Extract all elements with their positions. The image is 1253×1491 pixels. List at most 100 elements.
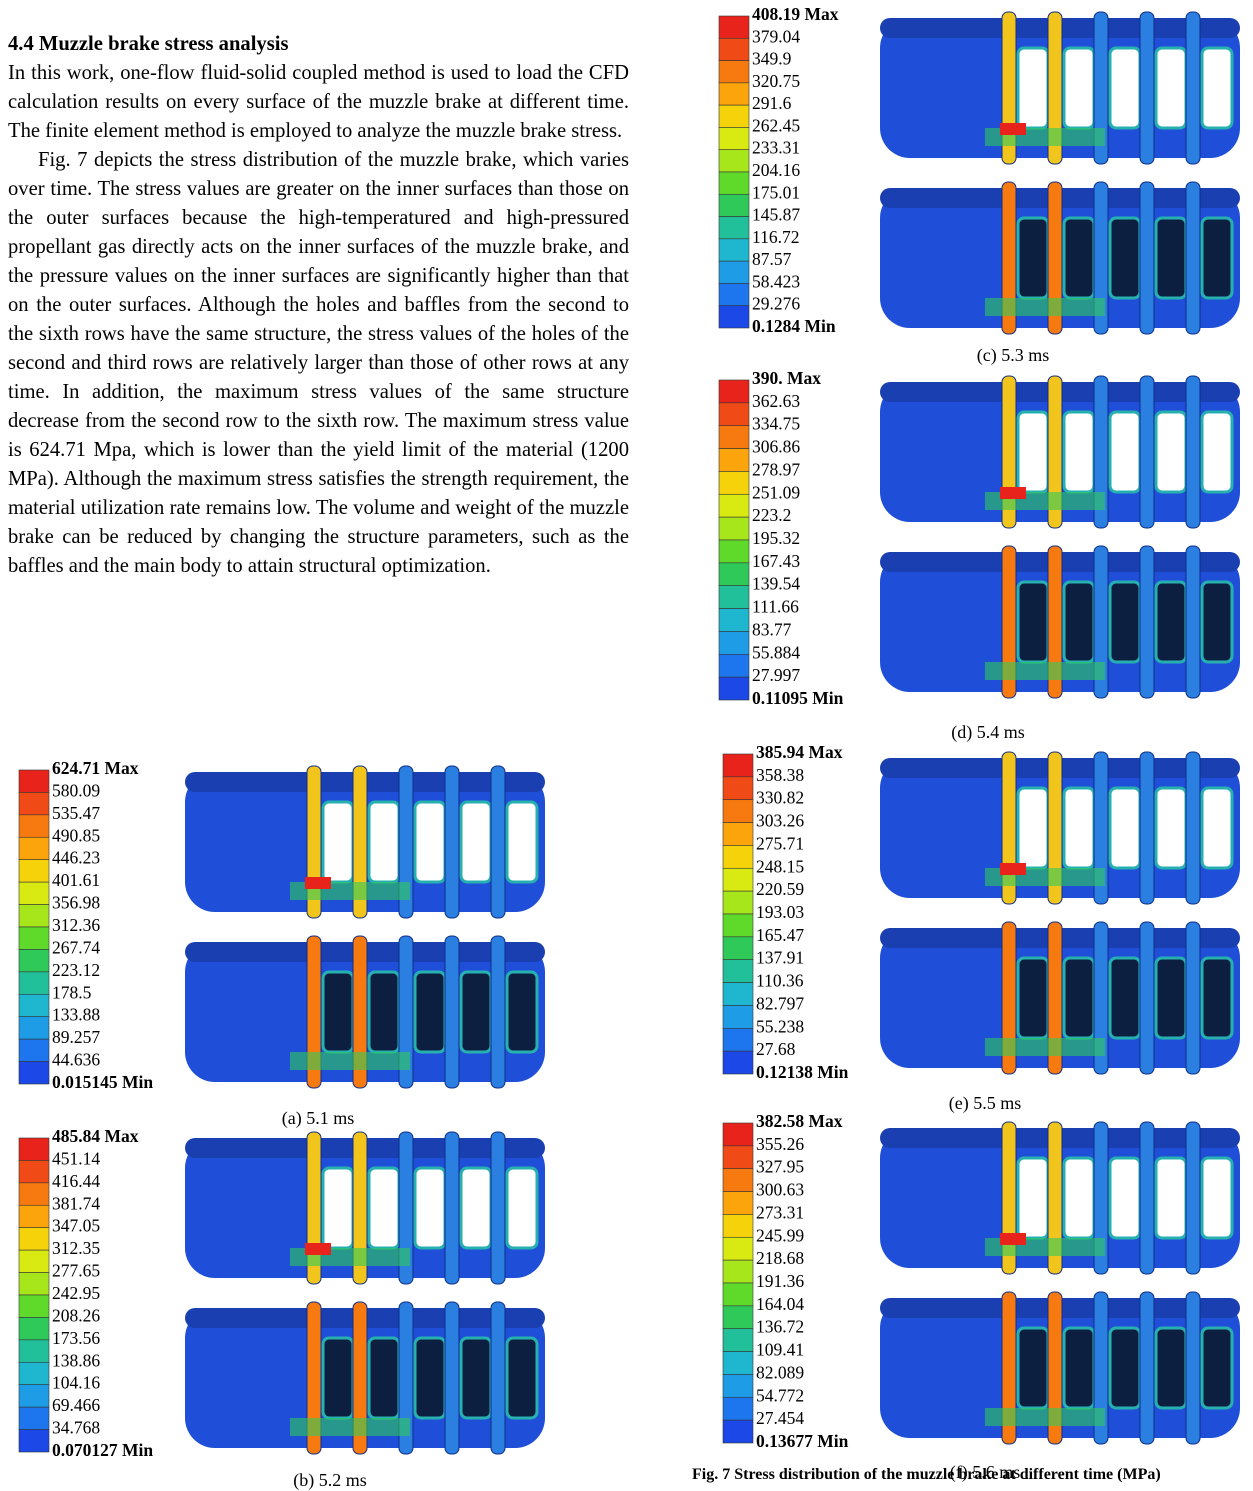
hole xyxy=(415,802,445,882)
hole xyxy=(1018,1158,1048,1238)
hole xyxy=(1202,412,1232,492)
legend-label: 0.13677 Min xyxy=(756,1431,849,1451)
legend-label: 303.26 xyxy=(756,811,804,831)
color-band xyxy=(19,1430,49,1452)
legend-label: 358.38 xyxy=(756,765,804,785)
legend-label: 87.57 xyxy=(752,249,792,269)
legend-label: 195.32 xyxy=(752,528,800,548)
color-band xyxy=(723,983,753,1006)
legend-label: 137.91 xyxy=(756,948,804,968)
legend-label: 116.72 xyxy=(752,227,799,247)
legend-label: 0.015145 Min xyxy=(52,1072,153,1092)
legend-label: 223.12 xyxy=(52,960,100,980)
legend-label: 0.12138 Min xyxy=(756,1062,849,1082)
legend-label: 136.72 xyxy=(756,1317,804,1337)
legend-label: 69.466 xyxy=(52,1395,100,1415)
legend-label: 251.09 xyxy=(752,482,800,502)
legend-label: 312.36 xyxy=(52,915,100,935)
color-band xyxy=(723,1237,753,1260)
color-band xyxy=(723,1260,753,1283)
hole xyxy=(461,1338,491,1418)
baffle xyxy=(1186,376,1200,528)
color-band xyxy=(19,1273,49,1295)
text-column: 4.4 Muzzle brake stress analysis In this… xyxy=(8,30,629,581)
hole xyxy=(323,802,353,882)
color-band xyxy=(719,105,749,127)
legend-label: 208.26 xyxy=(52,1305,100,1325)
hole xyxy=(1064,412,1094,492)
hole xyxy=(1018,582,1048,662)
color-band xyxy=(723,868,753,891)
color-band xyxy=(19,815,49,837)
color-band xyxy=(719,631,749,654)
legend-label: 362.63 xyxy=(752,391,800,411)
stress-zone xyxy=(290,1418,410,1436)
legend-label: 446.23 xyxy=(52,848,100,868)
hole xyxy=(1202,218,1232,298)
hole xyxy=(369,802,399,882)
legend-label: 485.84 Max xyxy=(52,1128,139,1146)
legend-label: 0.1284 Min xyxy=(752,316,836,336)
muzzle-view xyxy=(880,376,1240,528)
color-band xyxy=(719,127,749,149)
hole xyxy=(1018,218,1048,298)
hole xyxy=(1202,958,1232,1038)
legend-label: 347.05 xyxy=(52,1216,100,1236)
color-band xyxy=(723,845,753,868)
baffle xyxy=(1186,922,1200,1074)
color-band xyxy=(19,1205,49,1227)
color-band xyxy=(719,83,749,105)
legend-label: 355.26 xyxy=(756,1134,804,1154)
legend-label: 291.6 xyxy=(752,93,792,113)
stress-zone xyxy=(985,1408,1105,1426)
color-band xyxy=(719,471,749,494)
muzzle-view xyxy=(185,936,545,1088)
page: 4.4 Muzzle brake stress analysis In this… xyxy=(0,0,1253,1491)
color-band xyxy=(19,1295,49,1317)
legend-label: 82.089 xyxy=(756,1362,804,1382)
hole xyxy=(461,1168,491,1248)
legend-label: 54.772 xyxy=(756,1385,804,1405)
color-band xyxy=(19,905,49,927)
hole xyxy=(1202,1158,1232,1238)
color-band xyxy=(723,1028,753,1051)
max-marker xyxy=(1000,123,1026,135)
legend-label: 580.09 xyxy=(52,780,100,800)
stress-legend: 408.19 Max379.04349.9320.75291.6262.4523… xyxy=(718,6,893,338)
color-band xyxy=(723,1146,753,1169)
legend-label: 165.47 xyxy=(756,925,804,945)
legend-label: 277.65 xyxy=(52,1261,100,1281)
color-band xyxy=(723,1005,753,1028)
legend-label: 191.36 xyxy=(756,1271,804,1291)
muzzle-view xyxy=(880,1292,1240,1444)
color-band xyxy=(719,38,749,60)
legend-label: 133.88 xyxy=(52,1005,100,1025)
hole xyxy=(1202,582,1232,662)
color-band xyxy=(719,283,749,305)
baffle xyxy=(445,936,459,1088)
color-band xyxy=(19,949,49,971)
stress-legend: 485.84 Max451.14416.44381.74347.05312.35… xyxy=(18,1128,193,1462)
color-band xyxy=(719,517,749,540)
hole xyxy=(1156,788,1186,868)
legend-label: 173.56 xyxy=(52,1328,100,1348)
color-band xyxy=(19,770,49,792)
color-band xyxy=(19,994,49,1016)
hole xyxy=(1110,582,1140,662)
hole xyxy=(1110,1328,1140,1408)
hole xyxy=(1064,958,1094,1038)
legend-label: 401.61 xyxy=(52,870,100,890)
color-band xyxy=(719,609,749,632)
baffle xyxy=(491,936,505,1088)
legend-label: 327.95 xyxy=(756,1157,804,1177)
legend-label: 381.74 xyxy=(52,1193,100,1213)
legend-label: 416.44 xyxy=(52,1171,100,1191)
hole xyxy=(1156,1328,1186,1408)
hole xyxy=(323,1338,353,1418)
legend-label: 44.636 xyxy=(52,1050,100,1070)
color-band xyxy=(723,891,753,914)
color-band xyxy=(19,837,49,859)
figure-caption: Fig. 7 Stress distribution of the muzzle… xyxy=(692,1466,1161,1484)
color-band xyxy=(719,563,749,586)
color-band xyxy=(723,1374,753,1397)
